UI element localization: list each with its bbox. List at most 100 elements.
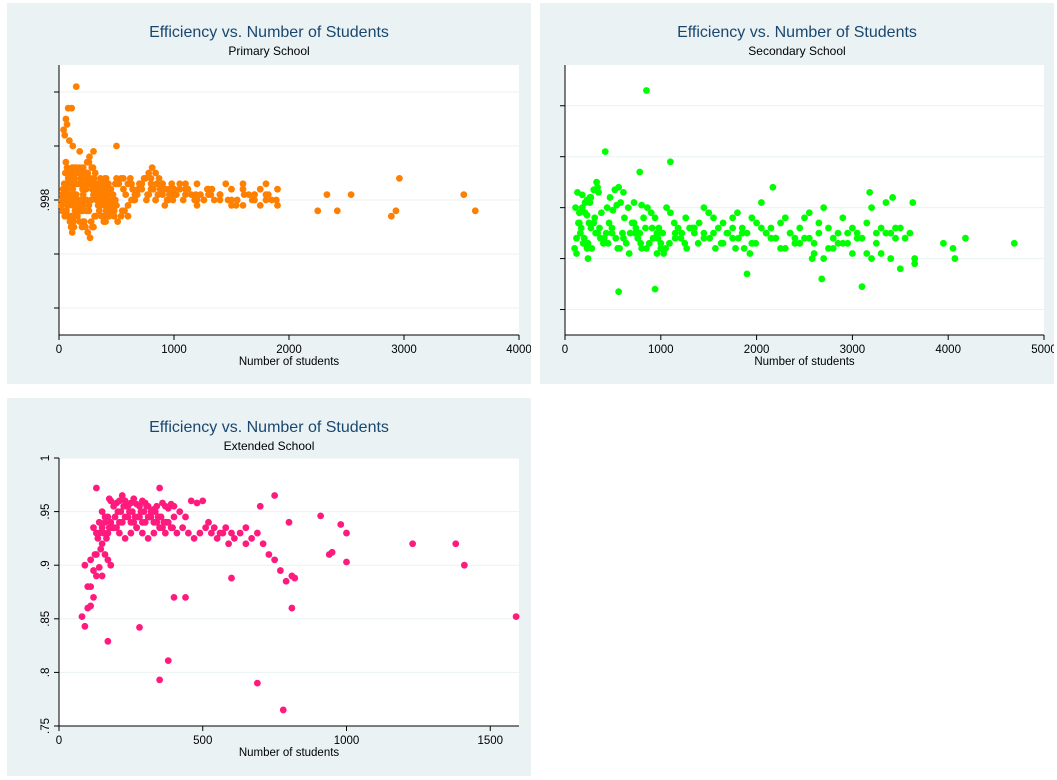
scatter-point (107, 561, 115, 569)
scatter-point (87, 602, 95, 610)
scatter-point (670, 219, 678, 227)
scatter-point (67, 212, 75, 220)
scatter-point (242, 524, 250, 532)
scatter-point (858, 234, 866, 242)
plot-area (59, 458, 519, 726)
scatter-point (87, 556, 95, 564)
scatter-point (651, 214, 659, 222)
scatter-point (337, 521, 345, 528)
x-tick-label: 1000 (648, 344, 674, 356)
scatter-point (193, 499, 201, 507)
scatter-point (144, 535, 152, 542)
scatter-point (849, 224, 856, 232)
scatter-point (387, 212, 395, 220)
scatter-point (609, 206, 617, 214)
scatter-point (911, 255, 919, 262)
scatter-point (115, 497, 123, 505)
scatter-point (657, 239, 665, 247)
scatter-point (170, 502, 178, 510)
scatter-point (262, 180, 270, 188)
scatter-point (95, 207, 103, 215)
scatter-point (909, 199, 917, 206)
scatter-point (619, 229, 626, 237)
scatter-point (173, 529, 181, 537)
scatter-point (110, 524, 118, 532)
x-tick-label: 0 (56, 344, 62, 356)
scatter-point (777, 244, 784, 252)
scatter-point (805, 209, 813, 217)
scatter-point (104, 637, 112, 645)
scatter-point (748, 214, 756, 222)
scatter-point (590, 219, 598, 227)
scatter-point (72, 83, 80, 90)
scatter-point (746, 250, 754, 257)
scatter-point (70, 223, 78, 231)
scatter-point (608, 224, 616, 232)
scatter-point (85, 207, 93, 215)
scatter-point (91, 169, 99, 177)
scatter-point (595, 188, 602, 196)
scatter-point (65, 137, 73, 145)
scatter-point (141, 175, 149, 182)
scatter-point (136, 502, 143, 510)
scatter-point (729, 224, 737, 232)
scatter-point (274, 185, 281, 193)
scatter-point (79, 202, 87, 209)
scatter-point (282, 577, 290, 585)
scatter-point (714, 224, 722, 232)
scatter-point (314, 207, 322, 215)
scatter-point (471, 207, 479, 215)
scatter-point (743, 270, 751, 278)
chart-svg-secondary: Efficiency vs. Number of Students Seconda… (560, 24, 1054, 368)
scatter-point (622, 239, 630, 247)
scatter-point (210, 196, 218, 204)
scatter-point (161, 202, 169, 209)
scatter-point (452, 540, 460, 548)
scatter-point (63, 202, 71, 209)
scatter-point (620, 214, 628, 222)
scatter-point (325, 551, 333, 558)
scatter-point (825, 244, 832, 252)
scatter-point (57, 202, 65, 209)
scatter-point (1010, 239, 1018, 247)
scatter-point (583, 211, 591, 219)
scatter-point (107, 196, 115, 204)
scatter-point (868, 204, 875, 212)
scatter-point (167, 524, 175, 532)
scatter-point (146, 513, 153, 521)
scatter-point (671, 234, 679, 242)
scatter-point (700, 204, 708, 212)
scatter-point (272, 196, 280, 204)
scatter-point (575, 219, 582, 227)
scatter-point (101, 513, 109, 521)
scatter-point (620, 188, 627, 196)
x-tick-label: 1000 (161, 344, 187, 356)
scatter-point (689, 224, 696, 232)
scatter-point (603, 204, 611, 212)
scatter-point (128, 196, 135, 204)
scatter-point (683, 244, 691, 252)
scatter-point (264, 191, 272, 199)
scatter-point (192, 191, 200, 199)
scatter-point (87, 196, 95, 204)
scatter-point (97, 202, 105, 209)
scatter-point (265, 551, 273, 558)
scatter-point (877, 224, 885, 232)
scatter-point (93, 185, 101, 193)
scatter-point (170, 593, 178, 601)
scatter-point (143, 196, 150, 204)
scatter-point (62, 158, 70, 166)
scatter-point (347, 191, 355, 199)
scatter-point (98, 508, 106, 515)
scatter-point (72, 164, 80, 172)
scatter-point (288, 604, 296, 612)
scatter-point (193, 202, 201, 209)
scatter-point (147, 180, 155, 188)
scatter-point (777, 219, 784, 227)
scatter-point (82, 223, 89, 231)
scatter-point (70, 180, 78, 188)
scatter-point (224, 196, 232, 204)
scatter-point (90, 593, 97, 601)
scatter-point (113, 142, 120, 150)
scatter-point (110, 212, 118, 220)
